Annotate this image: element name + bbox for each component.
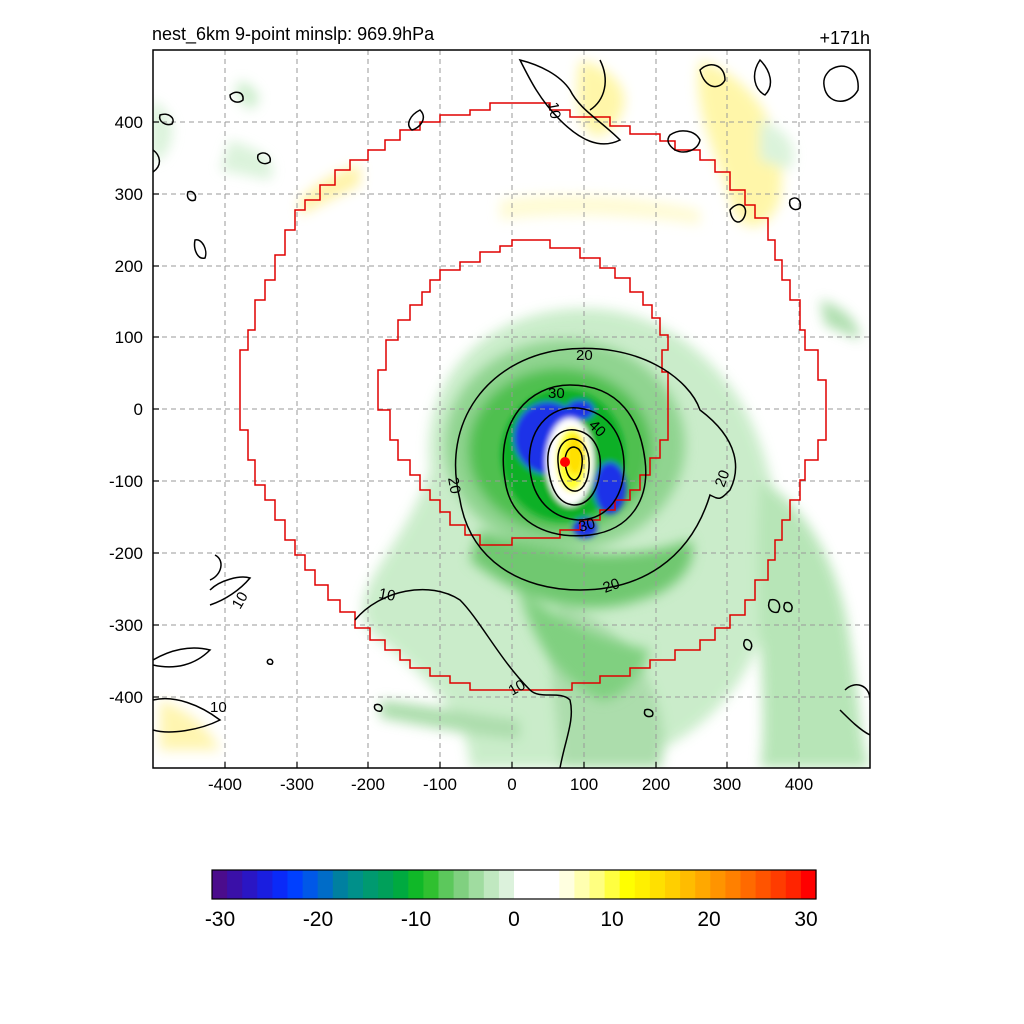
contour-label: 30 — [548, 385, 565, 402]
colorbar-segment — [619, 870, 636, 899]
contour-label: 20 — [601, 575, 622, 597]
colorbar-segment — [332, 870, 349, 899]
y-tick-label: -100 — [109, 472, 143, 491]
colorbar-segment — [695, 870, 711, 899]
colorbar-segment — [257, 870, 273, 899]
forecast-hour-label: +171h — [819, 28, 870, 48]
colorbar-segment — [287, 870, 304, 899]
colorbar-tick-label: -20 — [303, 908, 333, 931]
colorbar-segment — [483, 870, 500, 899]
colorbar-segment — [740, 870, 757, 899]
colorbar-tick-label: 0 — [508, 908, 520, 931]
colorbar-segment — [604, 870, 621, 899]
colorbar-segment — [559, 870, 575, 899]
axis-ticks — [153, 121, 800, 768]
colorbar-segment — [680, 870, 696, 899]
contour-label: 30 — [577, 515, 598, 536]
contour-40 — [528, 407, 625, 521]
colorbar-segment — [649, 870, 666, 899]
y-axis-labels: 400 300 200 100 0 -100 -200 -300 -400 — [109, 113, 143, 707]
colorbar-segment — [363, 870, 379, 899]
colorbar-frame — [211, 869, 817, 900]
colorbar-segment — [347, 870, 364, 899]
map-plot: 10 20 30 40 20 20 30 20 10 10 10 10 — [153, 50, 870, 768]
colorbar-segment — [242, 870, 258, 899]
contour-label-group: 10 20 30 40 20 20 30 20 10 10 10 10 — [210, 101, 733, 716]
x-tick-label: 0 — [507, 775, 516, 794]
grid-lines — [153, 50, 870, 768]
colorbar-segment — [544, 870, 560, 899]
colorbar-tick-label: 10 — [600, 908, 623, 931]
colorbar-segment — [453, 870, 470, 899]
colorbar-segment — [725, 870, 742, 899]
colorbar-segment — [529, 870, 545, 899]
contour-label: 20 — [444, 476, 464, 495]
x-tick-label: -400 — [208, 775, 242, 794]
colorbar-tick-label: -10 — [401, 908, 431, 931]
colorbar-segment — [468, 870, 485, 899]
x-tick-label: -100 — [423, 775, 457, 794]
colorbar-segment — [785, 870, 802, 899]
x-axis-labels: -400 -300 -200 -100 0 100 200 300 400 — [208, 775, 813, 794]
colorbar-segment — [665, 870, 681, 899]
y-tick-label: -400 — [109, 688, 143, 707]
inner-ring — [377, 239, 669, 546]
colorbar-segment — [393, 870, 409, 899]
x-tick-label: 300 — [713, 775, 741, 794]
contour-lines — [153, 58, 870, 768]
colorbar-tick-label: 30 — [794, 908, 817, 931]
contour-10 — [354, 588, 573, 768]
contour-30 — [502, 384, 647, 537]
outer-ring — [239, 102, 827, 691]
colorbar-segment — [212, 870, 228, 899]
colorbar-segment — [634, 870, 651, 899]
colorbar-segment — [408, 870, 424, 899]
y-tick-label: 0 — [134, 400, 143, 419]
colorbar-segment — [272, 870, 289, 899]
contour-label: 10 — [544, 101, 564, 120]
y-tick-label: 400 — [115, 113, 143, 132]
colorbar — [212, 870, 817, 899]
domain-boundary-rings — [239, 102, 827, 691]
colorbar-segment — [423, 870, 440, 899]
y-tick-label: -300 — [109, 616, 143, 635]
x-tick-label: 100 — [570, 775, 598, 794]
colorbar-segment — [800, 870, 817, 899]
contour-label: 10 — [210, 699, 227, 716]
contour-label: 10 — [506, 676, 529, 699]
colorbar-labels: -30 -20 -10 0 10 20 30 — [205, 908, 818, 931]
colorbar-segment — [589, 870, 606, 899]
contour-20 — [454, 347, 737, 591]
x-tick-label: 400 — [785, 775, 813, 794]
colorbar-segment — [498, 870, 515, 899]
x-tick-label: -200 — [351, 775, 385, 794]
plot-title: nest_6km 9-point minslp: 969.9hPa — [152, 24, 435, 45]
y-tick-label: -200 — [109, 544, 143, 563]
y-tick-label: 100 — [115, 328, 143, 347]
x-tick-label: 200 — [642, 775, 670, 794]
storm-center-marker — [560, 457, 570, 467]
colorbar-segment — [770, 870, 787, 899]
x-tick-label: -300 — [280, 775, 314, 794]
colorbar-segment — [317, 870, 334, 899]
colorbar-tick-label: -30 — [205, 908, 235, 931]
contour-label: 20 — [712, 468, 734, 489]
colorbar-segment — [227, 870, 243, 899]
contour-label: 20 — [576, 347, 593, 364]
contour-label: 10 — [377, 585, 396, 605]
colorbar-segment — [302, 870, 319, 899]
colorbar-segment — [514, 870, 530, 899]
colorbar-segment — [438, 870, 455, 899]
contour-label: 10 — [229, 589, 252, 612]
colorbar-tick-label: 20 — [697, 908, 720, 931]
y-tick-label: 200 — [115, 257, 143, 276]
y-tick-label: 300 — [115, 185, 143, 204]
shaded-field — [153, 60, 870, 768]
colorbar-segment — [574, 870, 591, 899]
colorbar-segment — [378, 870, 394, 899]
colorbar-segment — [755, 870, 772, 899]
colorbar-segment — [710, 870, 726, 899]
